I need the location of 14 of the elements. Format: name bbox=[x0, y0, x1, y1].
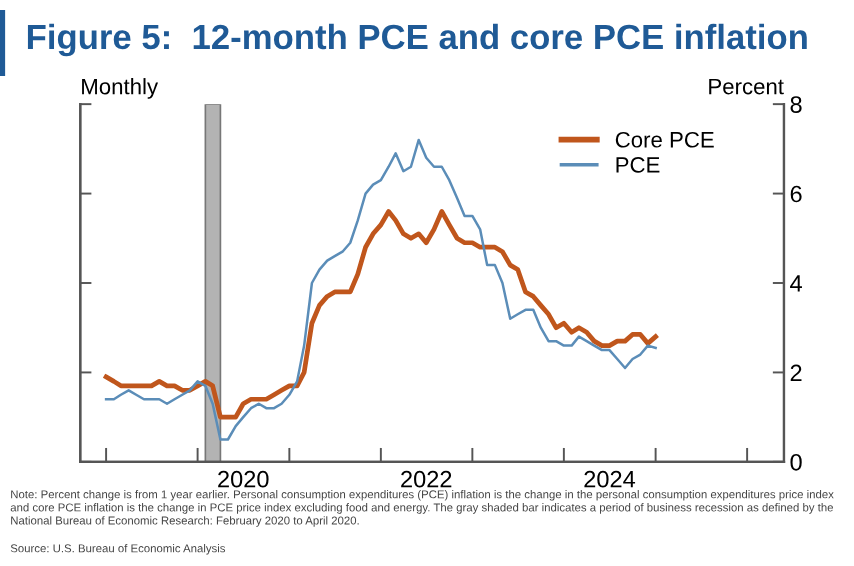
x-tick-label: 2020 bbox=[218, 470, 269, 488]
x-tick-label: 2022 bbox=[401, 470, 452, 488]
y-tick-label: 0 bbox=[790, 453, 802, 471]
y-tick-label: 2 bbox=[790, 364, 802, 381]
x-tick-label: 2024 bbox=[584, 470, 636, 488]
y-tick-label: 4 bbox=[790, 275, 802, 292]
legend-label: PCE bbox=[616, 157, 660, 173]
line-series bbox=[103, 209, 658, 420]
y-tick-label: 8 bbox=[790, 96, 802, 113]
legend-label: Core PCE bbox=[615, 131, 714, 148]
y-tick-label: 6 bbox=[790, 185, 802, 203]
y2-axis-title: Percent bbox=[709, 78, 784, 95]
y-axis-title: Monthly bbox=[82, 78, 159, 99]
chart-title: Figure 5: 12-month PCE and core PCE inflation bbox=[27, 23, 807, 57]
